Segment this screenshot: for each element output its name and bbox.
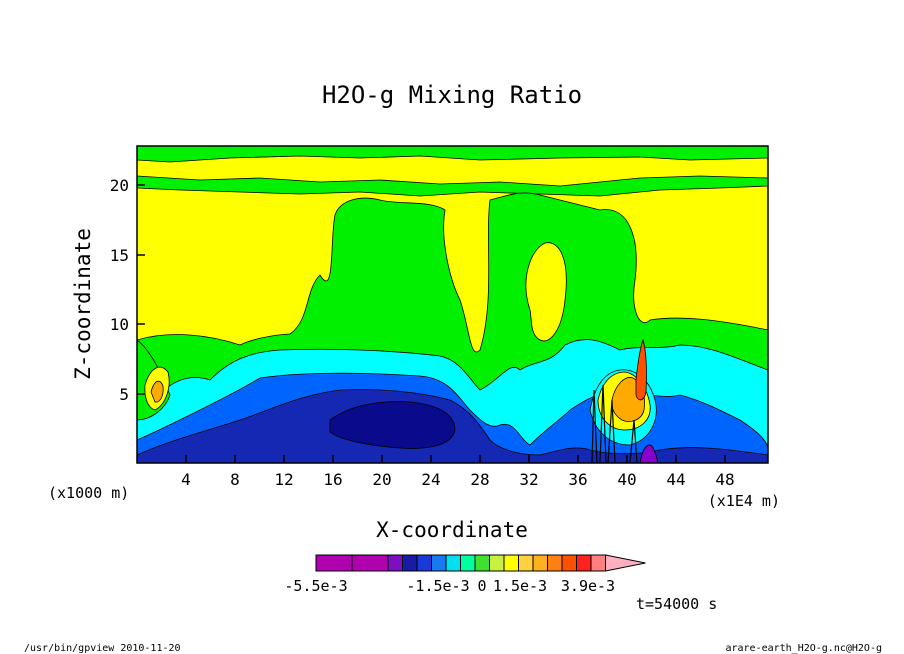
colorbar-cell [416, 554, 432, 572]
chart-title: H2O-g Mixing Ratio [322, 81, 582, 109]
colorbar-cell [518, 554, 534, 572]
x-tick-label: 44 [666, 470, 685, 489]
colorbar-cell [474, 554, 490, 572]
x-tick-label: 16 [323, 470, 342, 489]
x-tick-label: 36 [568, 470, 587, 489]
colorbar-cell [387, 554, 403, 572]
x-unit-right: (x1E4 m) [708, 492, 780, 510]
y-axis-label: Z-coordinate [71, 228, 95, 380]
colorbar-label-3: 1.5e-3 [493, 577, 547, 595]
region-purple-core [639, 444, 659, 463]
colorbar-cell [402, 554, 418, 572]
colorbar-label-4: 3.9e-3 [561, 577, 615, 595]
colorbar-label-2: 0 [477, 577, 486, 595]
colorbar-cell [576, 554, 592, 572]
colorbar-cell [489, 554, 505, 572]
colorbar-cell [351, 554, 389, 572]
region-darknavy [329, 401, 456, 449]
colorbar [315, 554, 646, 572]
footer-left: /usr/bin/gpview 2010-11-20 [24, 643, 181, 654]
time-label: t=54000 s [636, 595, 717, 613]
x-unit-left: (x1000 m) [48, 484, 129, 502]
colorbar-cell [503, 554, 519, 572]
x-tick-label: 48 [715, 470, 734, 489]
x-tick-label: 40 [617, 470, 636, 489]
colorbar-cell [445, 554, 461, 572]
plot-frame [136, 145, 769, 464]
contour-field [137, 146, 768, 463]
colorbar-cell [431, 554, 447, 572]
band-upper-green [137, 175, 768, 197]
y-tick-label: 5 [119, 385, 129, 404]
colorbar-cell [460, 554, 476, 572]
y-tick-label: 15 [110, 246, 129, 265]
x-tick-label: 12 [274, 470, 293, 489]
y-tick-label: 10 [110, 315, 129, 334]
x-tick-label: 20 [372, 470, 391, 489]
x-tick-label: 24 [421, 470, 440, 489]
x-tick-label: 32 [519, 470, 538, 489]
colorbar-cell [315, 554, 353, 572]
region-red-core [635, 338, 647, 401]
colorbar-label-0: -5.5e-3 [284, 577, 347, 595]
colorbar-cell [590, 554, 606, 572]
region-orange-left [150, 380, 164, 403]
x-tick-label: 28 [470, 470, 489, 489]
band-top-green [137, 146, 768, 163]
colorbar-label-1: -1.5e-3 [406, 577, 469, 595]
footer-right: arare-earth_H2O-g.nc@H2O-g [725, 643, 882, 654]
x-tick-label: 4 [181, 470, 191, 489]
contour-spikes [591, 384, 638, 463]
colorbar-cell [532, 554, 548, 572]
region-yellow-pocket [525, 242, 567, 342]
x-axis-label: X-coordinate [376, 518, 528, 542]
y-axis: 5 10 15 20 [110, 176, 145, 404]
colorbar-cell [561, 554, 577, 572]
y-tick-label: 20 [110, 176, 129, 195]
colorbar-cell [547, 554, 563, 572]
x-axis: 4 8 12 16 20 24 28 32 36 40 44 48 [181, 455, 735, 489]
x-tick-label: 8 [230, 470, 240, 489]
colorbar-arrow [605, 554, 646, 572]
